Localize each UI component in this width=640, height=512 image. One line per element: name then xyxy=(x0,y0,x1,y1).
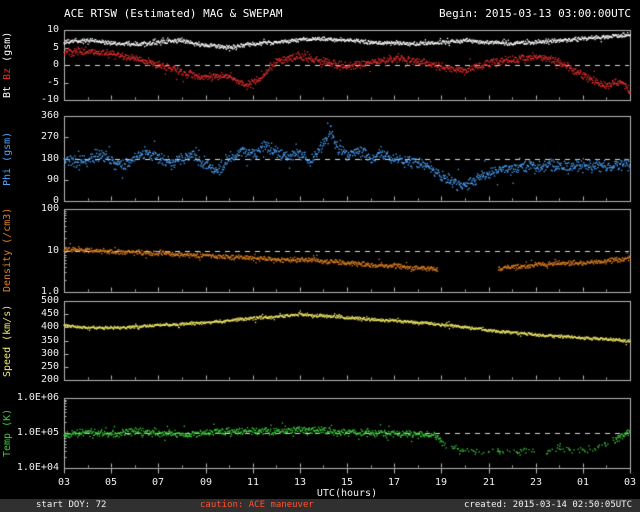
y-tick-label: 0 xyxy=(52,195,59,206)
y-tick-label: 270 xyxy=(40,131,59,142)
y-tick-label: 1.0E+04 xyxy=(16,462,59,473)
y-tick-label: 350 xyxy=(40,335,59,346)
x-tick-label: 21 xyxy=(482,477,496,488)
x-tick-label: 15 xyxy=(340,477,354,488)
y-tick-label: 1.0 xyxy=(40,286,59,297)
x-tick-label: 17 xyxy=(387,477,401,488)
y-tick-label: 10 xyxy=(46,24,59,35)
y-tick-label: 1.0E+05 xyxy=(16,427,59,438)
x-tick-label: 07 xyxy=(151,477,165,488)
y-tick-label: 180 xyxy=(40,153,59,164)
x-tick-label: 03 xyxy=(623,477,637,488)
x-tick-label: 19 xyxy=(434,477,448,488)
x-axis-label: UTC(hours) xyxy=(316,488,378,499)
x-tick-label: 11 xyxy=(246,477,260,488)
caution-label: caution: ACE maneuver xyxy=(200,500,314,510)
created-timestamp: created: 2015-03-14 02:50:05UTC xyxy=(464,500,632,510)
y-tick-label: 200 xyxy=(40,374,59,385)
x-tick-label: 13 xyxy=(293,477,307,488)
x-tick-label: 23 xyxy=(529,477,543,488)
x-tick-label: 01 xyxy=(576,477,590,488)
y-tick-label: 90 xyxy=(46,174,59,185)
y-tick-label: 500 xyxy=(40,295,59,306)
y-tick-label: 0 xyxy=(52,59,59,70)
y-tick-label: 100 xyxy=(40,203,59,214)
y-tick-label: 400 xyxy=(40,321,59,332)
y-tick-label: 360 xyxy=(40,110,59,121)
y-tick-label: 1.0E+06 xyxy=(16,392,59,403)
y-tick-label: 10 xyxy=(46,245,59,256)
footer-bar: start DOY: 72 caution: ACE maneuver crea… xyxy=(0,499,640,512)
x-tick-label: 03 xyxy=(57,477,71,488)
chart-title: ACE RTSW (Estimated) MAG & SWEPAM xyxy=(64,7,283,20)
y-tick-label: -10 xyxy=(40,94,59,105)
y-tick-label: -5 xyxy=(46,77,59,88)
x-tick-label: 09 xyxy=(199,477,213,488)
y-tick-label: 250 xyxy=(40,361,59,372)
y-tick-label: 5 xyxy=(52,42,59,53)
y-tick-label: 450 xyxy=(40,308,59,319)
begin-timestamp: Begin: 2015-03-13 03:00:00UTC xyxy=(438,7,631,20)
start-doy-label: start DOY: 72 xyxy=(36,500,107,510)
x-tick-label: 05 xyxy=(104,477,118,488)
y-tick-label: 300 xyxy=(40,348,59,359)
